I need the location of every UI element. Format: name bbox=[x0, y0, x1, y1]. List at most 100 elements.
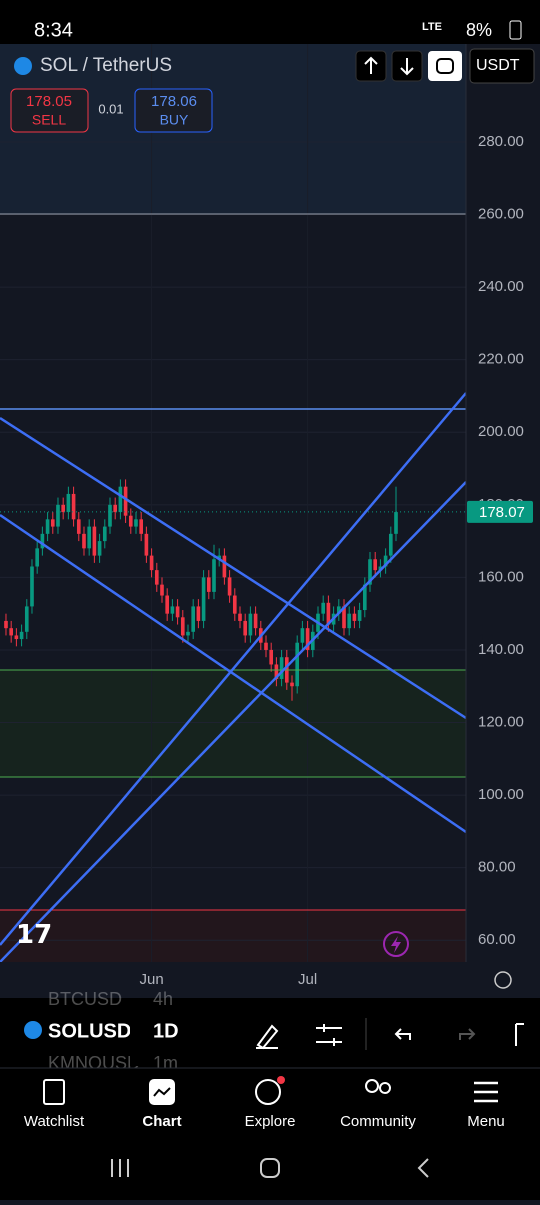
candle-body bbox=[175, 606, 180, 618]
symbol[interactable]: SOL / TetherUS bbox=[40, 55, 172, 76]
candle-body bbox=[160, 584, 164, 596]
candle-body bbox=[61, 504, 66, 513]
currency-button[interactable] bbox=[469, 48, 535, 84]
icon bbox=[364, 56, 378, 74]
candle-body bbox=[373, 559, 378, 571]
candle-body bbox=[222, 555, 227, 578]
network: LTE bbox=[422, 21, 442, 33]
nav-badge bbox=[277, 1076, 285, 1084]
candle-body bbox=[35, 548, 40, 567]
nav-label[interactable]: Menu bbox=[467, 1113, 505, 1130]
y-tick-label: 220.00 bbox=[478, 351, 524, 368]
currency: USDT bbox=[476, 57, 520, 74]
candle-body bbox=[191, 606, 196, 632]
candle-body bbox=[97, 541, 102, 556]
candle-body bbox=[352, 613, 357, 621]
y-tick-label: 200.00 bbox=[478, 423, 524, 440]
nav-label[interactable]: Explore bbox=[245, 1113, 296, 1130]
candle-body bbox=[217, 555, 222, 560]
candle-body bbox=[383, 555, 388, 567]
candle-body bbox=[321, 602, 326, 614]
y-tick-label: 260.00 bbox=[478, 206, 524, 223]
candle-body bbox=[232, 595, 237, 614]
sell-button[interactable] bbox=[10, 88, 89, 133]
x-tick-label: Jul bbox=[298, 971, 317, 988]
sell-label: SELL bbox=[32, 112, 66, 128]
buy-button[interactable] bbox=[134, 88, 213, 133]
icon bbox=[400, 58, 414, 76]
toolbar bbox=[0, 998, 540, 1068]
indicators-tool[interactable] bbox=[316, 1024, 342, 1046]
y-tick-label: 160.00 bbox=[478, 568, 524, 585]
recents[interactable] bbox=[111, 1159, 129, 1177]
back[interactable] bbox=[417, 1158, 429, 1178]
y-tick-label: 140.00 bbox=[478, 641, 524, 658]
candle-body bbox=[368, 559, 372, 585]
draw-tool[interactable] bbox=[256, 1024, 279, 1050]
y-tick-label: 100.00 bbox=[478, 786, 524, 803]
nav-icon bbox=[379, 1082, 391, 1094]
candle-body bbox=[66, 493, 71, 513]
candle-body bbox=[113, 504, 118, 513]
candle-body bbox=[305, 628, 310, 650]
candle-body bbox=[357, 610, 362, 621]
symbol-interval: 4h bbox=[153, 989, 173, 1009]
trend-line bbox=[0, 392, 467, 946]
candle-body bbox=[123, 486, 128, 516]
undo[interactable] bbox=[394, 1028, 411, 1040]
candle-body bbox=[290, 682, 294, 687]
trend-lines bbox=[0, 392, 467, 963]
candle-body bbox=[180, 617, 185, 636]
candle-body bbox=[248, 613, 253, 636]
symbol-icon bbox=[24, 1021, 42, 1039]
time-axis bbox=[0, 962, 540, 998]
fullscreen[interactable] bbox=[515, 1023, 524, 1046]
candle-body bbox=[118, 486, 123, 513]
candle-body bbox=[144, 533, 149, 556]
trend-line bbox=[0, 481, 467, 963]
zone-red bbox=[0, 910, 466, 962]
candle-body bbox=[394, 512, 398, 534]
y-tick-label: 60.00 bbox=[478, 931, 516, 948]
candle-body bbox=[9, 628, 14, 636]
candle-body bbox=[269, 649, 274, 665]
candle-body bbox=[134, 519, 138, 527]
spread: 0.01 bbox=[98, 101, 123, 116]
candle-body bbox=[378, 566, 383, 571]
redo[interactable] bbox=[459, 1028, 476, 1040]
battery: 8% bbox=[466, 20, 492, 40]
icon bbox=[436, 58, 454, 74]
nav-icon bbox=[365, 1079, 379, 1093]
clock: 8:34 bbox=[34, 19, 73, 41]
candle-body bbox=[19, 631, 24, 640]
candle-body bbox=[206, 577, 211, 592]
home[interactable] bbox=[260, 1158, 280, 1178]
candle-body bbox=[24, 606, 29, 632]
candle-body bbox=[14, 635, 19, 640]
candle-body bbox=[295, 642, 300, 687]
candle-body bbox=[388, 533, 393, 556]
flash-button[interactable] bbox=[383, 931, 409, 957]
last-price-box bbox=[467, 500, 533, 523]
settings-button[interactable] bbox=[494, 971, 512, 989]
candle-body bbox=[300, 628, 305, 643]
symbol-interval: 1D bbox=[153, 1020, 179, 1042]
battery-icon bbox=[509, 20, 522, 40]
y-tick-label: 120.00 bbox=[478, 713, 524, 730]
x-tick-label: Jun bbox=[139, 971, 163, 988]
candle-body bbox=[102, 526, 107, 542]
button[interactable] bbox=[428, 51, 462, 81]
nav-label[interactable]: Chart bbox=[142, 1113, 181, 1130]
status-bar bbox=[0, 0, 540, 44]
y-tick-label: 240.00 bbox=[478, 278, 524, 295]
candle-body bbox=[40, 533, 45, 549]
candle-body bbox=[326, 602, 331, 625]
candle-body bbox=[165, 595, 170, 614]
candle-body bbox=[4, 620, 8, 629]
nav-label[interactable]: Watchlist bbox=[24, 1113, 85, 1130]
nav-label[interactable]: Community bbox=[340, 1113, 416, 1130]
candle-body bbox=[76, 519, 81, 534]
buy-label: BUY bbox=[160, 112, 189, 128]
